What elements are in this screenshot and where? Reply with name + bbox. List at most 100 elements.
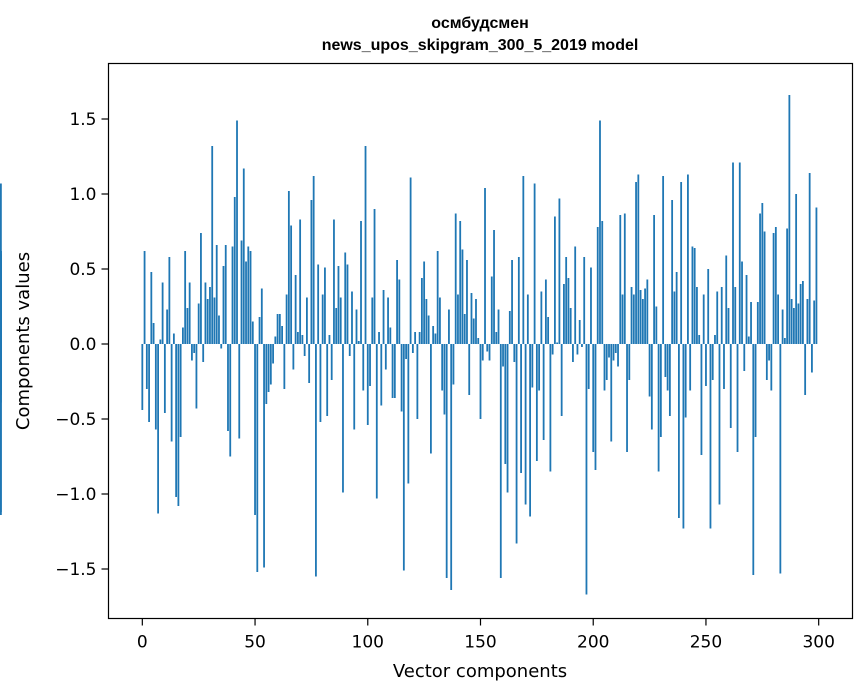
bar-268 (745, 275, 748, 344)
bar-257 (720, 287, 723, 344)
bar-225 (648, 344, 651, 397)
bar-114 (398, 279, 401, 344)
bar-88 (339, 297, 342, 344)
bar-172 (529, 344, 531, 517)
bar-121 (414, 332, 417, 344)
bar-240 (682, 344, 685, 529)
bar-294 (804, 344, 807, 395)
bar-176 (538, 344, 541, 391)
bar-175 (535, 344, 538, 461)
bar-194 (578, 320, 581, 344)
y-tick-label: −1.0 (55, 485, 96, 505)
bar-94 (353, 344, 356, 430)
bar-295 (806, 299, 809, 344)
bar-271 (752, 344, 755, 575)
bar-204 (601, 221, 604, 344)
bar-143 (463, 314, 466, 344)
bar-289 (792, 308, 795, 344)
bar-54 (263, 344, 265, 568)
bar-287 (788, 95, 791, 344)
bar-157 (495, 332, 498, 344)
bar-226 (650, 344, 653, 430)
bar-262 (732, 162, 734, 344)
bar-undefined (0, 344, 2, 515)
bar-184 (556, 342, 559, 344)
bar-158 (497, 309, 500, 344)
bar-31 (211, 146, 214, 344)
chart-title: осмбудсмен (431, 15, 529, 32)
bar-198 (587, 344, 590, 389)
bar-undefined (0, 293, 2, 344)
bar-229 (657, 344, 660, 472)
x-axis: 0 50 100 150 200 250 300 (137, 618, 835, 653)
bar-115 (400, 344, 403, 412)
bar-102 (371, 297, 374, 344)
bar-220 (637, 174, 640, 344)
bar-70 (299, 219, 302, 344)
bar-281 (774, 227, 777, 344)
bar-97 (360, 221, 362, 344)
bar-210 (614, 344, 617, 353)
bar-46 (245, 261, 247, 344)
bar-274 (759, 213, 761, 344)
bar-160 (502, 344, 504, 367)
bar-277 (765, 344, 768, 380)
bar-145 (468, 344, 471, 395)
bar-230 (659, 344, 662, 437)
bar-182 (551, 344, 554, 355)
bar-169 (522, 176, 525, 344)
bar-91 (346, 264, 349, 344)
bar-137 (450, 344, 453, 590)
bar-254 (714, 335, 716, 344)
bar-128 (430, 344, 432, 454)
bar-163 (508, 311, 511, 344)
bar-undefined (0, 344, 2, 383)
bar-147 (472, 318, 475, 344)
bar-15 (175, 344, 178, 497)
bar-246 (696, 287, 698, 344)
bar-20 (186, 308, 189, 344)
x-tick-label: 50 (244, 633, 266, 653)
bar-124 (420, 278, 423, 344)
bar-174 (533, 183, 536, 344)
x-tick-label: 100 (352, 633, 384, 653)
bar-81 (324, 267, 326, 344)
bar-131 (436, 251, 439, 344)
bar-26 (200, 233, 202, 344)
bar-171 (526, 294, 529, 344)
bar-161 (504, 344, 507, 464)
bar-126 (425, 299, 428, 344)
bar-149 (477, 338, 480, 344)
bar-248 (700, 344, 703, 455)
bar-25 (197, 303, 200, 344)
bar-180 (547, 317, 550, 344)
bar-222 (641, 299, 644, 344)
bar-199 (590, 267, 592, 344)
bar-56 (267, 344, 270, 392)
bar-286 (786, 228, 789, 344)
bar-243 (689, 344, 692, 391)
bar-142 (461, 249, 464, 344)
bar-60 (276, 314, 279, 344)
bar-189 (567, 278, 570, 344)
bar-105 (378, 332, 380, 344)
bar-148 (475, 299, 477, 344)
bar-193 (576, 344, 579, 355)
bar-109 (387, 297, 389, 344)
bar-144 (466, 260, 468, 344)
bar-79 (319, 344, 322, 422)
bar-61 (278, 314, 281, 344)
bar-123 (418, 332, 421, 344)
bar-52 (258, 317, 261, 344)
bar-120 (411, 344, 414, 353)
bar-152 (484, 188, 486, 344)
bar-263 (734, 287, 737, 344)
bar-132 (439, 297, 441, 344)
bar-37 (224, 245, 227, 344)
bar-112 (393, 344, 396, 398)
bar-159 (499, 344, 502, 578)
bar-133 (441, 344, 444, 391)
bar-206 (605, 344, 608, 380)
bar-101 (369, 344, 371, 386)
bar-1 (143, 251, 146, 344)
